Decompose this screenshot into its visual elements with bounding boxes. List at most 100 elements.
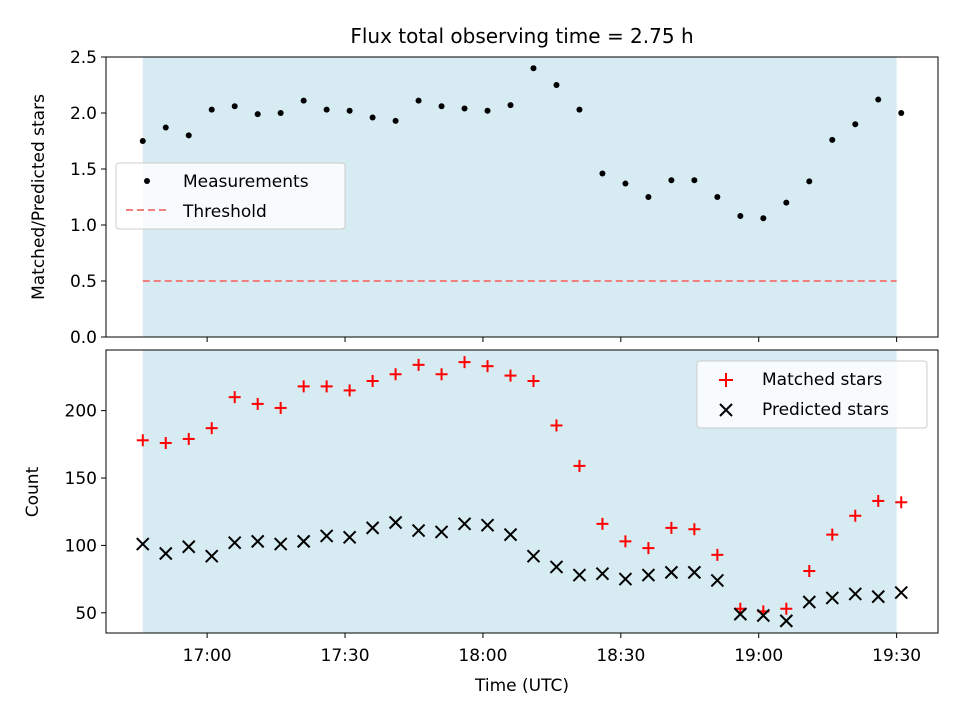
predicted-star-point (319, 529, 334, 543)
measurement-point (576, 106, 583, 113)
ratio-y-ticks: 0.0 0.5 1.0 1.5 2.0 2.5 (70, 48, 106, 348)
matched-star-point (619, 535, 632, 548)
time-xtick-label: 17:00 (183, 646, 232, 666)
measurement-point (438, 103, 445, 110)
predicted-star-point (710, 573, 725, 588)
matched-star-point (849, 509, 862, 522)
legend-matched-label: Matched stars (762, 370, 882, 390)
measurement-point (691, 177, 698, 184)
chart-title: Flux total observing time = 2.75 h (350, 24, 693, 48)
predicted-star-point (250, 534, 265, 549)
matched-star-point (182, 432, 195, 445)
time-xtick-label: 19:00 (734, 646, 783, 666)
predicted-star-point (894, 585, 908, 600)
measurement-point (553, 82, 560, 88)
count-ytick-label: 100 (65, 536, 97, 556)
matched-star-point (803, 565, 816, 578)
measurement-point (346, 107, 353, 114)
measurement-point (599, 170, 606, 177)
matched-star-point (688, 523, 701, 536)
predicted-star-point (411, 523, 426, 538)
predicted-star-point (457, 517, 472, 531)
measurement-point (415, 97, 422, 104)
matched-star-point (711, 548, 724, 561)
predicted-star-point (572, 568, 587, 582)
matched-star-point (780, 602, 793, 615)
predicted-stars-points (136, 515, 908, 628)
matched-star-point (297, 380, 310, 393)
measurement-point (461, 105, 468, 112)
predicted-star-point (526, 549, 541, 563)
measurement-point (806, 178, 813, 185)
ratio-panel: 0.0 0.5 1.0 1.5 2.0 2.5 Matched/Predicted sta… (29, 48, 939, 348)
measurement-point (852, 121, 859, 128)
matched-star-point (228, 391, 241, 404)
matched-star-point (274, 401, 287, 414)
matched-star-point (343, 384, 356, 397)
predicted-star-point (296, 534, 311, 549)
measurement-point (254, 111, 261, 118)
measurement-point (875, 96, 882, 103)
matched-star-point (481, 360, 494, 373)
measurement-point (622, 180, 629, 187)
matched-star-point (366, 374, 379, 387)
count-y-ticks: 50 100 150 200 (65, 402, 106, 624)
measurement-point (185, 132, 192, 139)
measurement-point (645, 194, 652, 200)
time-xtick-label: 17:30 (321, 646, 370, 666)
matched-star-point (872, 494, 885, 507)
time-xtick-label: 18:00 (458, 646, 507, 666)
matched-star-point (642, 542, 655, 555)
ratio-ytick-label: 2.5 (70, 48, 97, 68)
measurement-point (484, 107, 491, 114)
predicted-star-point (618, 572, 633, 586)
measurement-point (898, 110, 905, 116)
matched-star-point (550, 419, 563, 432)
legend-threshold-label: Threshold (182, 202, 267, 222)
measurement-point (208, 106, 215, 113)
predicted-star-point (434, 525, 449, 539)
ratio-ytick-label: 0.0 (70, 328, 97, 348)
predicted-star-point (388, 515, 403, 530)
matched-star-point (504, 369, 517, 382)
ratio-ytick-label: 0.5 (70, 272, 97, 292)
matched-stars-points (136, 356, 908, 618)
measurement-point (231, 103, 238, 110)
count-legend: Matched stars Predicted stars (696, 360, 928, 429)
predicted-star-point (549, 560, 564, 574)
legend-matched-marker (719, 373, 733, 387)
time-x-axis-label: Time (UTC) (474, 676, 569, 696)
predicted-star-point (342, 530, 357, 545)
legend-measurement-marker (144, 178, 150, 184)
time-xtick-label: 19:30 (872, 646, 921, 666)
matched-star-point (665, 521, 678, 534)
legend-predicted-marker (719, 403, 733, 417)
measurement-point (300, 97, 307, 104)
ratio-x-ticks (206, 337, 898, 342)
predicted-star-point (365, 521, 380, 535)
measurement-point (369, 114, 376, 121)
ratio-ytick-label: 1.0 (70, 216, 97, 236)
predicted-star-point (733, 607, 748, 621)
predicted-star-point (664, 565, 679, 580)
count-legend-box (696, 360, 928, 429)
matched-star-point (136, 434, 149, 447)
matched-star-point (435, 368, 448, 381)
matched-star-point (826, 528, 839, 541)
measurement-points (139, 65, 905, 222)
time-x-ticks: 17:00 17:30 18:00 18:30 19:00 19:30 (183, 633, 921, 666)
matched-star-point (389, 368, 402, 381)
ratio-y-axis-label: Matched/Predicted stars (29, 94, 49, 300)
predicted-star-point (825, 591, 839, 605)
measurement-point (737, 213, 744, 220)
ratio-legend-box (115, 162, 346, 230)
measurement-point (760, 215, 767, 222)
count-panel: 50 100 150 200 17:00 17:30 18:00 18:30 19:00 19:… (23, 349, 939, 696)
matched-star-point (320, 380, 333, 393)
predicted-star-point (848, 587, 862, 601)
predicted-star-point (779, 614, 794, 628)
predicted-star-point (480, 518, 495, 532)
count-ytick-label: 150 (65, 469, 97, 489)
matched-star-point (251, 397, 264, 410)
